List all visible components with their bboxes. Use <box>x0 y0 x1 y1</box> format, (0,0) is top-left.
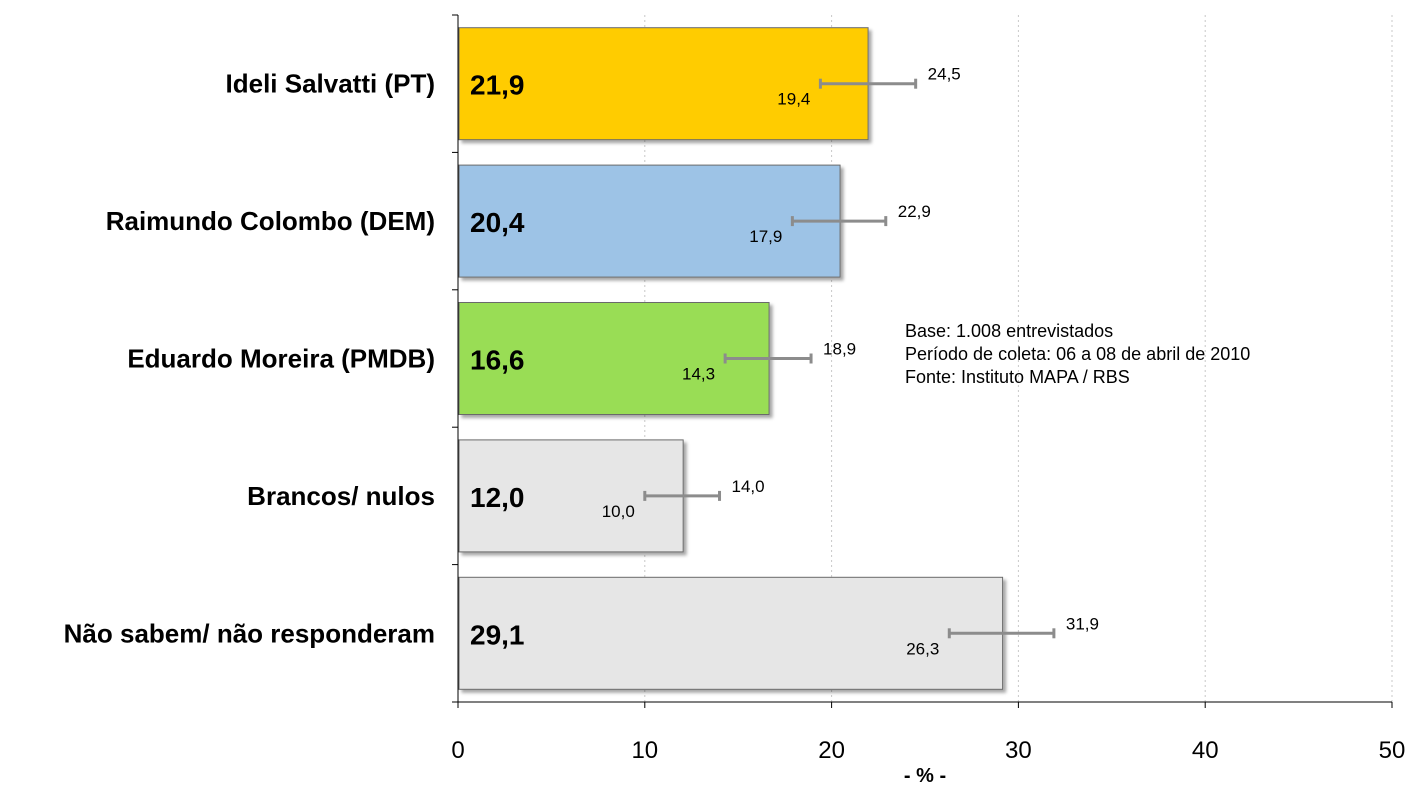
x-tick-label: 30 <box>1005 737 1032 764</box>
bar <box>458 27 869 141</box>
category-label: Eduardo Moreira (PMDB) <box>127 344 435 374</box>
bar <box>458 576 1004 690</box>
error-high-label: 22,9 <box>898 202 931 221</box>
category-label: Brancos/ nulos <box>247 481 435 511</box>
chart-notes: Base: 1.008 entrevistados Período de col… <box>905 320 1250 389</box>
category-label: Não sabem/ não responderam <box>64 618 435 648</box>
error-low-label: 19,4 <box>777 90 810 109</box>
value-label: 12,0 <box>470 482 525 513</box>
error-high-label: 31,9 <box>1066 614 1099 633</box>
category-label: Ideli Salvatti (PT) <box>226 69 436 99</box>
error-low-label: 17,9 <box>749 227 782 246</box>
error-high-label: 14,0 <box>732 477 765 496</box>
x-tick-label: 10 <box>631 737 658 764</box>
bar <box>458 164 841 278</box>
x-tick-label: 20 <box>818 737 845 764</box>
note-period: Período de coleta: 06 a 08 de abril de 2… <box>905 344 1251 364</box>
note-base: Base: 1.008 entrevistados <box>905 321 1114 341</box>
note-source: Fonte: Instituto MAPA / RBS <box>905 367 1130 387</box>
error-high-label: 24,5 <box>928 65 961 84</box>
error-low-label: 14,3 <box>682 365 715 384</box>
error-high-label: 18,9 <box>823 340 856 359</box>
value-label: 29,1 <box>470 619 525 650</box>
value-label: 20,4 <box>470 207 525 238</box>
bar <box>458 302 770 415</box>
x-tick-label: 0 <box>451 737 464 764</box>
category-label: Raimundo Colombo (DEM) <box>106 206 435 236</box>
value-label: 16,6 <box>470 345 525 376</box>
error-low-label: 10,0 <box>602 502 635 521</box>
x-axis-label: - % - <box>904 765 946 787</box>
error-low-label: 26,3 <box>906 639 939 658</box>
value-label: 21,9 <box>470 70 525 101</box>
x-tick-label: 50 <box>1379 737 1406 764</box>
x-tick-label: 40 <box>1192 737 1219 764</box>
